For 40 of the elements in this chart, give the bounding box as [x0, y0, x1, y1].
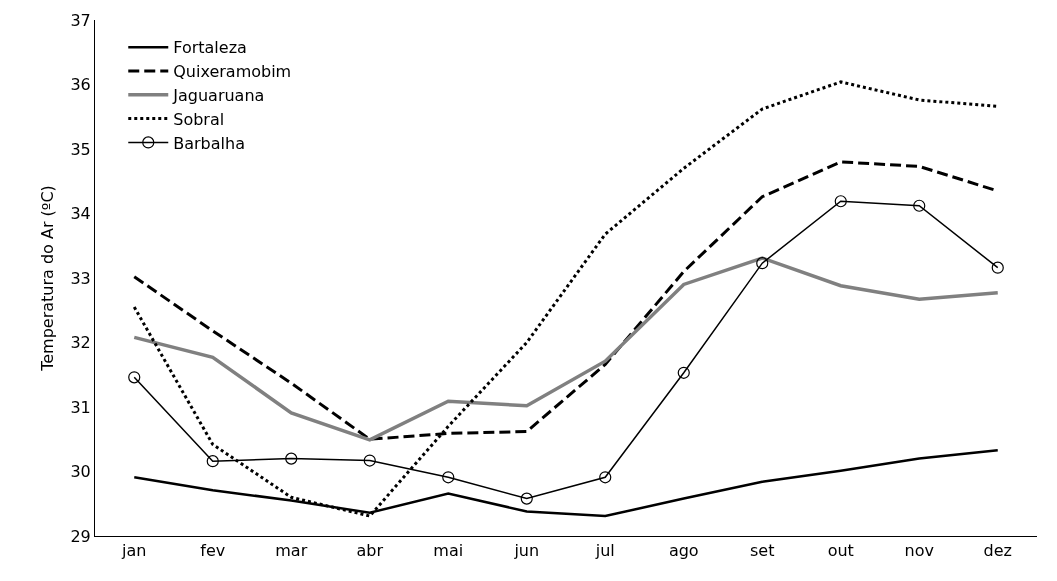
x-tick-label: jan — [121, 541, 147, 561]
point — [363, 454, 376, 467]
y-tick-label: 34 — [70, 204, 91, 224]
x-tick-label: mai — [433, 541, 464, 561]
x-tick-label: dez — [983, 541, 1012, 561]
y-tick-label: 31 — [70, 397, 91, 417]
y-tick-label: 35 — [70, 139, 91, 159]
y-tick-label: 32 — [70, 333, 91, 353]
x-tick-label: nov — [904, 541, 934, 561]
legend-label: Jaguaruana — [172, 86, 265, 106]
point — [599, 471, 612, 484]
point — [991, 261, 1004, 274]
point — [520, 492, 533, 505]
legend-label: Quixeramobim — [173, 62, 292, 82]
point — [913, 199, 926, 212]
y-tick-label: 33 — [70, 268, 91, 288]
y-tick-label: 29 — [70, 526, 91, 546]
x-tick-label: jul — [594, 541, 615, 561]
point — [206, 455, 219, 468]
y-tick-label: 36 — [70, 75, 91, 95]
point — [677, 366, 690, 379]
point — [834, 195, 847, 208]
x-tick-label: jun — [513, 541, 540, 561]
point — [442, 471, 455, 484]
x-tick-label: fev — [200, 541, 226, 561]
x-tick-label: abr — [356, 541, 384, 561]
legend-label: Fortaleza — [173, 38, 247, 58]
x-tick-label: ago — [668, 541, 699, 561]
x-tick-label: mar — [275, 541, 308, 561]
point — [285, 452, 298, 465]
legend-label: Sobral — [173, 109, 225, 129]
point — [128, 371, 141, 384]
x-tick-label: out — [827, 541, 854, 561]
point — [756, 257, 769, 270]
y-tick-label: 30 — [70, 462, 91, 482]
x-tick-label: set — [750, 541, 775, 561]
legend-label: Barbalha — [173, 133, 245, 153]
y-axis-title: Temperatura do Ar (ºC) — [38, 185, 58, 372]
line-series — [132, 256, 1000, 442]
y-tick-label: 37 — [70, 10, 91, 30]
